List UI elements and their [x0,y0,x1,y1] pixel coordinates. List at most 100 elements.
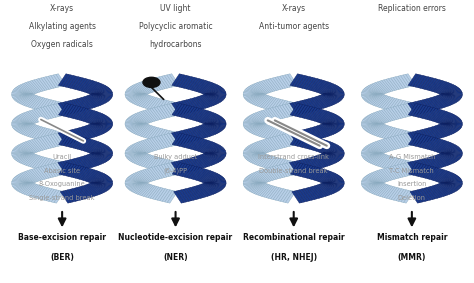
Polygon shape [13,148,32,155]
Polygon shape [324,177,342,184]
Polygon shape [26,155,38,166]
Polygon shape [324,123,343,128]
Polygon shape [143,81,155,92]
Polygon shape [188,158,199,170]
Polygon shape [442,87,458,95]
Polygon shape [182,130,191,142]
Polygon shape [409,133,419,145]
Polygon shape [137,171,150,182]
Polygon shape [56,74,66,86]
Polygon shape [24,184,37,195]
Polygon shape [13,93,32,100]
Polygon shape [246,182,264,190]
Polygon shape [77,157,88,169]
Polygon shape [384,98,395,110]
Text: X-rays: X-rays [282,3,306,12]
Polygon shape [132,144,147,154]
Polygon shape [297,190,307,202]
Polygon shape [439,172,452,183]
Polygon shape [302,166,313,178]
Polygon shape [438,142,450,153]
Polygon shape [34,79,45,91]
Polygon shape [205,175,221,184]
Polygon shape [313,169,325,180]
Polygon shape [418,189,428,201]
Polygon shape [155,158,165,171]
Text: Abasic site: Abasic site [44,168,80,174]
Polygon shape [91,94,107,103]
Polygon shape [12,153,32,158]
Text: (NER): (NER) [163,253,188,262]
Polygon shape [361,153,382,155]
Polygon shape [131,183,146,192]
Polygon shape [145,110,156,121]
Polygon shape [167,132,177,144]
Polygon shape [24,112,36,123]
Polygon shape [182,165,192,177]
Polygon shape [302,106,313,118]
Polygon shape [66,135,76,147]
Polygon shape [202,83,216,94]
Polygon shape [295,134,305,146]
Polygon shape [362,182,382,186]
Polygon shape [363,182,382,189]
Polygon shape [90,143,104,154]
Polygon shape [314,126,326,138]
Polygon shape [311,109,322,121]
Polygon shape [323,175,339,184]
Polygon shape [80,109,91,121]
Polygon shape [27,111,39,122]
Polygon shape [159,100,170,113]
Polygon shape [205,116,222,125]
Polygon shape [73,129,83,141]
Polygon shape [191,168,202,179]
Polygon shape [309,79,319,91]
Polygon shape [258,155,270,166]
Polygon shape [12,153,32,157]
Polygon shape [369,183,383,193]
Polygon shape [128,87,146,95]
Polygon shape [255,83,268,94]
Polygon shape [48,135,58,147]
Polygon shape [88,142,100,153]
Polygon shape [362,121,382,125]
Polygon shape [149,108,160,120]
Polygon shape [441,174,456,183]
Polygon shape [380,156,392,167]
Polygon shape [259,111,271,122]
Polygon shape [15,93,32,101]
Polygon shape [79,186,90,198]
Polygon shape [138,184,150,195]
Polygon shape [186,188,196,200]
Polygon shape [92,153,111,159]
Polygon shape [416,164,426,177]
Polygon shape [392,136,403,148]
Polygon shape [285,104,295,116]
Polygon shape [82,156,94,167]
Polygon shape [440,183,455,193]
Polygon shape [278,160,288,172]
Polygon shape [374,154,387,165]
Polygon shape [388,137,399,149]
Polygon shape [245,93,264,100]
Polygon shape [126,153,146,158]
Polygon shape [139,112,151,123]
Polygon shape [270,78,281,90]
Polygon shape [380,126,391,138]
Polygon shape [205,183,226,185]
Polygon shape [324,93,343,100]
Polygon shape [379,110,391,122]
Polygon shape [68,100,78,113]
Polygon shape [244,153,264,158]
Polygon shape [319,154,332,165]
Polygon shape [393,159,404,171]
Polygon shape [399,190,409,202]
Polygon shape [405,133,415,145]
Polygon shape [265,109,276,121]
Polygon shape [442,177,460,184]
Polygon shape [14,87,32,95]
Polygon shape [425,167,436,179]
Polygon shape [366,175,383,184]
Polygon shape [205,152,226,154]
Polygon shape [297,76,308,88]
